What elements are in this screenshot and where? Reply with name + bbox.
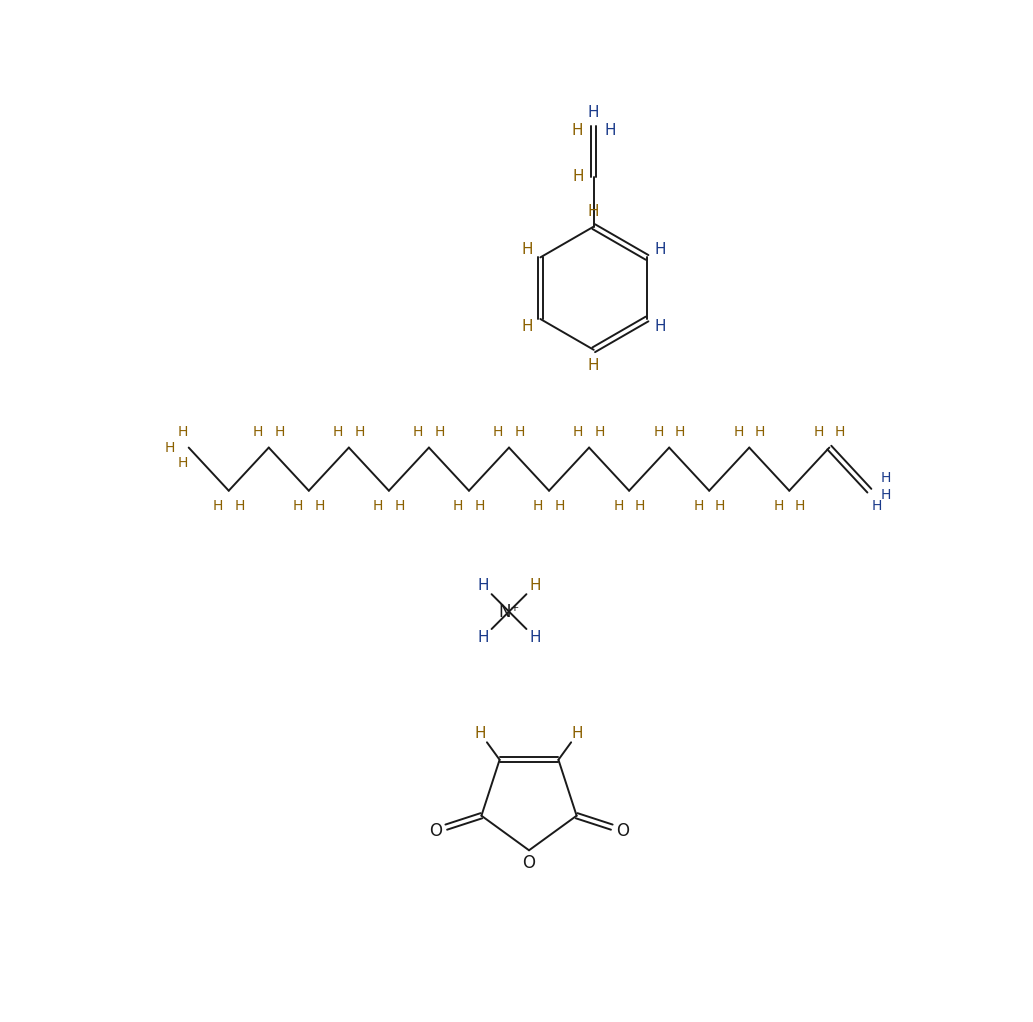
Text: H: H xyxy=(595,425,605,439)
Text: H: H xyxy=(493,425,503,439)
Text: H: H xyxy=(715,499,725,513)
Text: H: H xyxy=(655,319,666,334)
Text: H: H xyxy=(588,203,599,219)
Text: H: H xyxy=(477,578,489,593)
Text: H: H xyxy=(213,499,223,513)
Text: H: H xyxy=(178,425,188,439)
Text: H: H xyxy=(634,499,645,513)
Text: H: H xyxy=(881,487,891,502)
Text: O: O xyxy=(523,853,535,872)
Text: H: H xyxy=(872,499,882,513)
Text: H: H xyxy=(573,425,584,439)
Text: H: H xyxy=(165,440,176,455)
Text: H: H xyxy=(794,499,806,513)
Text: O: O xyxy=(617,822,629,840)
Text: H: H xyxy=(292,499,304,513)
Text: H: H xyxy=(522,319,533,334)
Text: H: H xyxy=(653,425,663,439)
Text: H: H xyxy=(475,726,487,741)
Text: H: H xyxy=(413,425,424,439)
Text: H: H xyxy=(614,499,624,513)
Text: H: H xyxy=(588,358,599,373)
Text: H: H xyxy=(514,425,525,439)
Text: O: O xyxy=(429,822,442,840)
Text: H: H xyxy=(675,425,685,439)
Text: H: H xyxy=(835,425,845,439)
Text: H: H xyxy=(588,105,599,121)
Text: H: H xyxy=(178,456,188,470)
Text: H: H xyxy=(555,499,565,513)
Text: H: H xyxy=(453,499,464,513)
Text: H: H xyxy=(435,425,445,439)
Text: H: H xyxy=(813,425,823,439)
Text: H: H xyxy=(333,425,343,439)
Text: H: H xyxy=(655,242,666,258)
Text: H: H xyxy=(253,425,263,439)
Text: H: H xyxy=(572,169,584,184)
Text: H: H xyxy=(529,578,541,593)
Text: N⁺: N⁺ xyxy=(498,603,520,620)
Text: H: H xyxy=(755,425,765,439)
Text: H: H xyxy=(522,242,533,258)
Text: H: H xyxy=(474,499,484,513)
Text: H: H xyxy=(605,123,617,138)
Text: H: H xyxy=(533,499,543,513)
Text: H: H xyxy=(275,425,285,439)
Text: H: H xyxy=(477,631,489,645)
Text: H: H xyxy=(693,499,703,513)
Text: H: H xyxy=(571,123,583,138)
Text: H: H xyxy=(529,631,541,645)
Text: H: H xyxy=(395,499,405,513)
Text: H: H xyxy=(881,471,891,485)
Text: H: H xyxy=(373,499,383,513)
Text: H: H xyxy=(733,425,744,439)
Text: H: H xyxy=(774,499,784,513)
Text: H: H xyxy=(234,499,245,513)
Text: H: H xyxy=(571,726,584,741)
Text: H: H xyxy=(314,499,324,513)
Text: H: H xyxy=(354,425,365,439)
